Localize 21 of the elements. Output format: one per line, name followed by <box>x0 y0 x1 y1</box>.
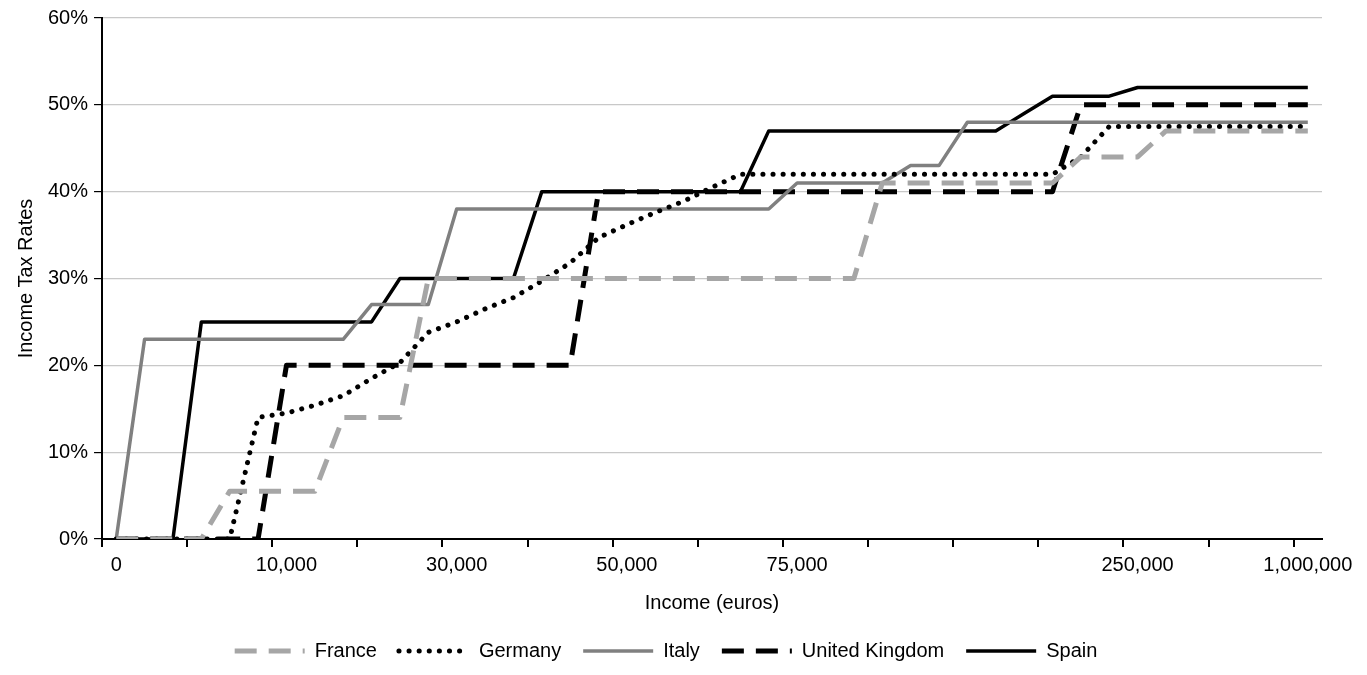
y-tick-label: 0% <box>59 526 89 549</box>
legend-label: France <box>314 638 377 661</box>
x-tick-label: 1,000,000 <box>1263 552 1353 575</box>
x-tick-label: 75,000 <box>766 552 828 575</box>
y-axis-title: Income Tax Rates <box>13 198 36 359</box>
x-tick-label: 250,000 <box>1101 552 1174 575</box>
y-tick-label: 60% <box>48 5 89 28</box>
x-tick-label: 10,000 <box>255 552 318 575</box>
x-axis-title: Income (euros) <box>644 590 780 613</box>
y-tick-label: 30% <box>48 266 89 289</box>
y-tick-label: 20% <box>48 352 89 375</box>
legend-label: Germany <box>478 638 562 661</box>
y-tick-label: 50% <box>48 92 89 115</box>
x-tick-label: 30,000 <box>426 552 488 575</box>
legend-label: Spain <box>1046 638 1098 661</box>
legend-label: United Kingdom <box>801 638 945 661</box>
legend-label: Italy <box>663 638 700 661</box>
y-tick-label: 40% <box>48 179 89 202</box>
y-tick-label: 10% <box>48 439 89 462</box>
x-tick-label: 50,000 <box>596 552 658 575</box>
x-tick-label: 0 <box>110 552 122 575</box>
